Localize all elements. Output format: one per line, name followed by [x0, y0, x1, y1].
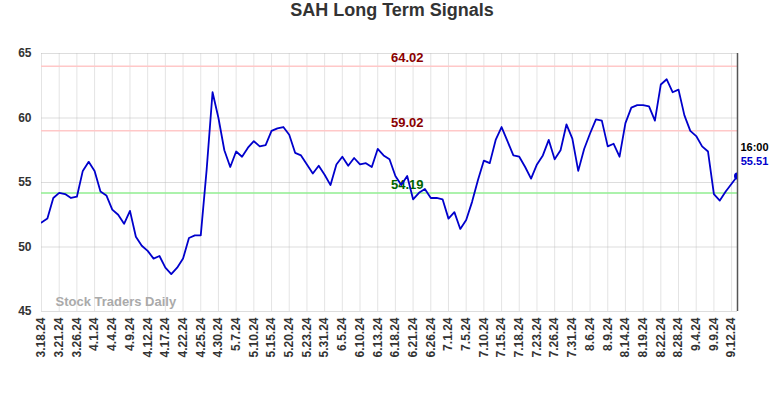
svg-text:8.22.24: 8.22.24 — [654, 317, 668, 357]
svg-text:7.23.24: 7.23.24 — [530, 317, 544, 357]
svg-text:8.14.24: 8.14.24 — [618, 317, 632, 357]
svg-text:6.26.24: 6.26.24 — [424, 317, 438, 357]
svg-text:6.5.24: 6.5.24 — [335, 317, 349, 351]
svg-text:8.9.24: 8.9.24 — [601, 317, 615, 351]
svg-text:4.4.24: 4.4.24 — [105, 317, 119, 351]
svg-text:7.5.24: 7.5.24 — [459, 317, 473, 351]
svg-text:8.28.24: 8.28.24 — [671, 317, 685, 357]
svg-text:5.10.24: 5.10.24 — [247, 317, 261, 357]
svg-text:6.21.24: 6.21.24 — [406, 317, 420, 357]
svg-text:4.17.24: 4.17.24 — [158, 317, 172, 357]
svg-text:50: 50 — [18, 240, 32, 254]
svg-text:4.1.24: 4.1.24 — [87, 317, 101, 351]
svg-text:55: 55 — [18, 175, 32, 189]
svg-text:3.18.24: 3.18.24 — [34, 317, 48, 357]
html-text:SAH Long Term Signals: SAH Long Term Signals — [290, 0, 494, 20]
svg-text:8.6.24: 8.6.24 — [583, 317, 597, 351]
svg-text:7.1.24: 7.1.24 — [441, 317, 455, 351]
svg-text:5.15.24: 5.15.24 — [264, 317, 278, 357]
svg-text:54.19: 54.19 — [390, 177, 424, 193]
svg-text:7.15.24: 7.15.24 — [494, 317, 508, 357]
svg-text:7.18.24: 7.18.24 — [512, 317, 526, 357]
svg-text:5.23.24: 5.23.24 — [300, 317, 314, 357]
svg-text:4.30.24: 4.30.24 — [211, 317, 225, 357]
svg-text:9.9.24: 9.9.24 — [707, 317, 721, 351]
svg-text:7.31.24: 7.31.24 — [565, 317, 579, 357]
svg-text:8.19.24: 8.19.24 — [636, 317, 650, 357]
svg-text:5.7.24: 5.7.24 — [229, 317, 243, 351]
svg-text:45: 45 — [18, 304, 32, 318]
svg-text:4.9.24: 4.9.24 — [123, 317, 137, 351]
svg-text:6.18.24: 6.18.24 — [388, 317, 402, 357]
svg-text:9.12.24: 9.12.24 — [724, 317, 738, 357]
svg-text:4.12.24: 4.12.24 — [141, 317, 155, 357]
svg-text:Stock Traders Daily: Stock Traders Daily — [56, 294, 177, 309]
svg-text:55.51: 55.51 — [741, 155, 769, 167]
svg-text:16:00: 16:00 — [740, 141, 768, 153]
svg-text:4.22.24: 4.22.24 — [176, 317, 190, 357]
svg-text:6.10.24: 6.10.24 — [353, 317, 367, 357]
svg-text:4.25.24: 4.25.24 — [194, 317, 208, 357]
svg-text:3.21.24: 3.21.24 — [52, 317, 66, 357]
svg-text:9.4.24: 9.4.24 — [689, 317, 703, 351]
svg-text:3.26.24: 3.26.24 — [70, 317, 84, 357]
svg-text:7.10.24: 7.10.24 — [477, 317, 491, 357]
svg-text:7.26.24: 7.26.24 — [547, 317, 561, 357]
svg-text:5.20.24: 5.20.24 — [282, 317, 296, 357]
svg-text:6.13.24: 6.13.24 — [371, 317, 385, 357]
svg-text:59.02: 59.02 — [391, 115, 424, 130]
svg-text:5.31.24: 5.31.24 — [317, 317, 331, 357]
svg-text:64.02: 64.02 — [391, 50, 424, 65]
svg-text:65: 65 — [18, 46, 32, 60]
svg-text:60: 60 — [18, 111, 32, 125]
